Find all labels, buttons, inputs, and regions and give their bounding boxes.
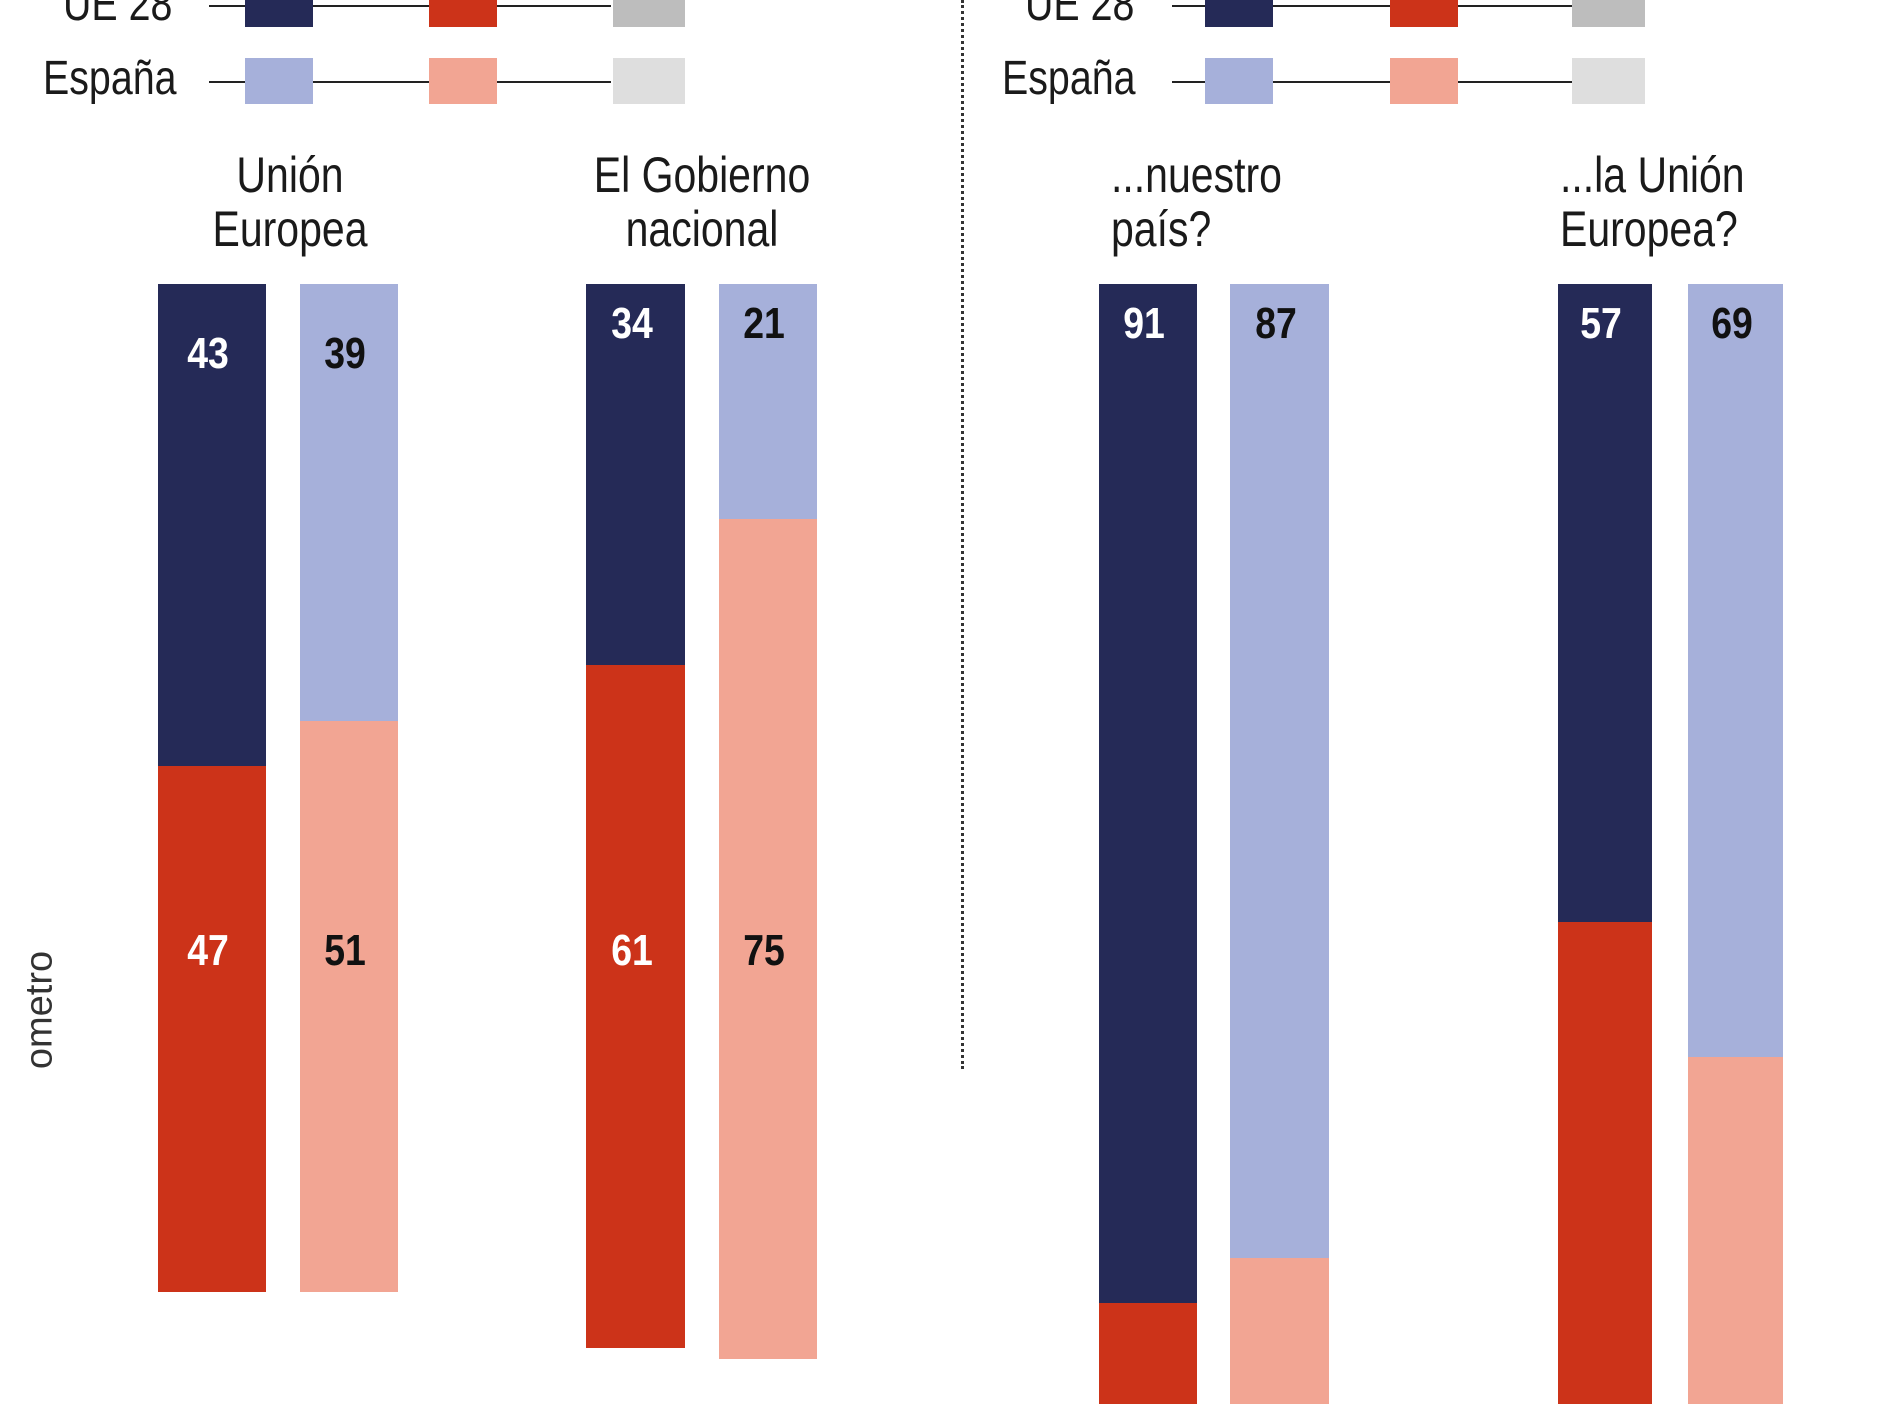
value-label-second: 51 [324,926,366,975]
legend-swatch-ue28-gray [1572,0,1645,27]
panel-divider [961,0,964,1069]
legend-line [1172,5,1572,7]
legend-swatch-ue28-blue [245,0,313,27]
bar-segment-second [1099,1303,1197,1404]
title-line: Europea [212,201,368,257]
bar-ue28 [1099,284,1197,1404]
title-line: ...la Unión [1560,147,1745,203]
legend-swatch-espana-red [429,58,497,104]
group-title-gobierno-nacional: El Gobierno nacional [579,148,825,256]
legend-swatch-espana-blue [1205,58,1273,104]
bar-ue28 [586,284,685,1348]
value-label-first: 43 [187,329,229,378]
title-line: El Gobierno [593,147,811,203]
legend-label-ue28: UE 28 [63,0,173,31]
bar-segment-first [158,284,266,766]
bar-segment-first [1558,284,1652,923]
legend-swatch-ue28-blue [1205,0,1273,27]
legend-line [1172,81,1572,83]
value-label-first: 91 [1123,299,1165,348]
title-line: país? [1111,201,1212,257]
bar-segment-second [1558,922,1652,1404]
legend-swatch-ue28-red [1390,0,1458,27]
value-label-first: 69 [1710,299,1753,348]
legend-label-ue28: UE 28 [1025,0,1135,31]
bar-segment-first [1099,284,1197,1304]
group-title-union-europea: Unión Europea [208,148,372,256]
bar-segment-second [300,720,398,1292]
value-label-second: 61 [610,926,653,975]
bar-espana [300,284,398,1292]
bar-espana [1688,284,1783,1404]
bar-segment-first [719,284,817,520]
bar-segment-first [300,284,398,721]
bar-segment-second [586,664,685,1348]
bar-segment-second [1688,1056,1783,1404]
value-label-second: 47 [187,926,229,975]
bar-segment-second [1230,1258,1329,1404]
legend-label-espana: España [43,52,177,105]
title-line: ...nuestro [1111,147,1282,203]
bar-segment-first [1688,284,1783,1057]
legend-line [209,81,611,83]
bar-espana [719,284,817,1360]
bar-segment-second [158,765,266,1292]
legend-swatch-espana-blue [245,58,313,104]
legend-swatch-ue28-red [429,0,497,27]
bar-ue28 [1558,284,1652,1404]
source-text: ometro [18,950,61,1070]
value-label-first: 87 [1254,299,1297,348]
bar-ue28 [158,284,266,1292]
value-label-first: 21 [743,299,785,348]
legend-swatch-ue28-gray [613,0,685,27]
title-line: nacional [625,201,779,257]
legend-swatch-espana-gray [1572,58,1645,104]
legend-line [209,5,611,7]
value-label-first: 57 [1580,299,1622,348]
title-line: Unión [236,147,344,203]
group-title-la-union-europea: ...la Unión Europea? [1560,148,1745,256]
value-label-first: 34 [610,299,653,348]
legend-swatch-espana-red [1390,58,1458,104]
legend-label-espana: España [1002,52,1136,105]
bar-segment-first [1230,284,1329,1259]
bar-segment-first [586,284,685,665]
bar-espana [1230,284,1329,1404]
value-label-second: 75 [743,926,785,975]
legend-swatch-espana-gray [613,58,685,104]
title-line: Europea? [1560,201,1738,257]
group-title-nuestro-pais: ...nuestro país? [1111,148,1282,256]
value-label-first: 39 [324,329,366,378]
